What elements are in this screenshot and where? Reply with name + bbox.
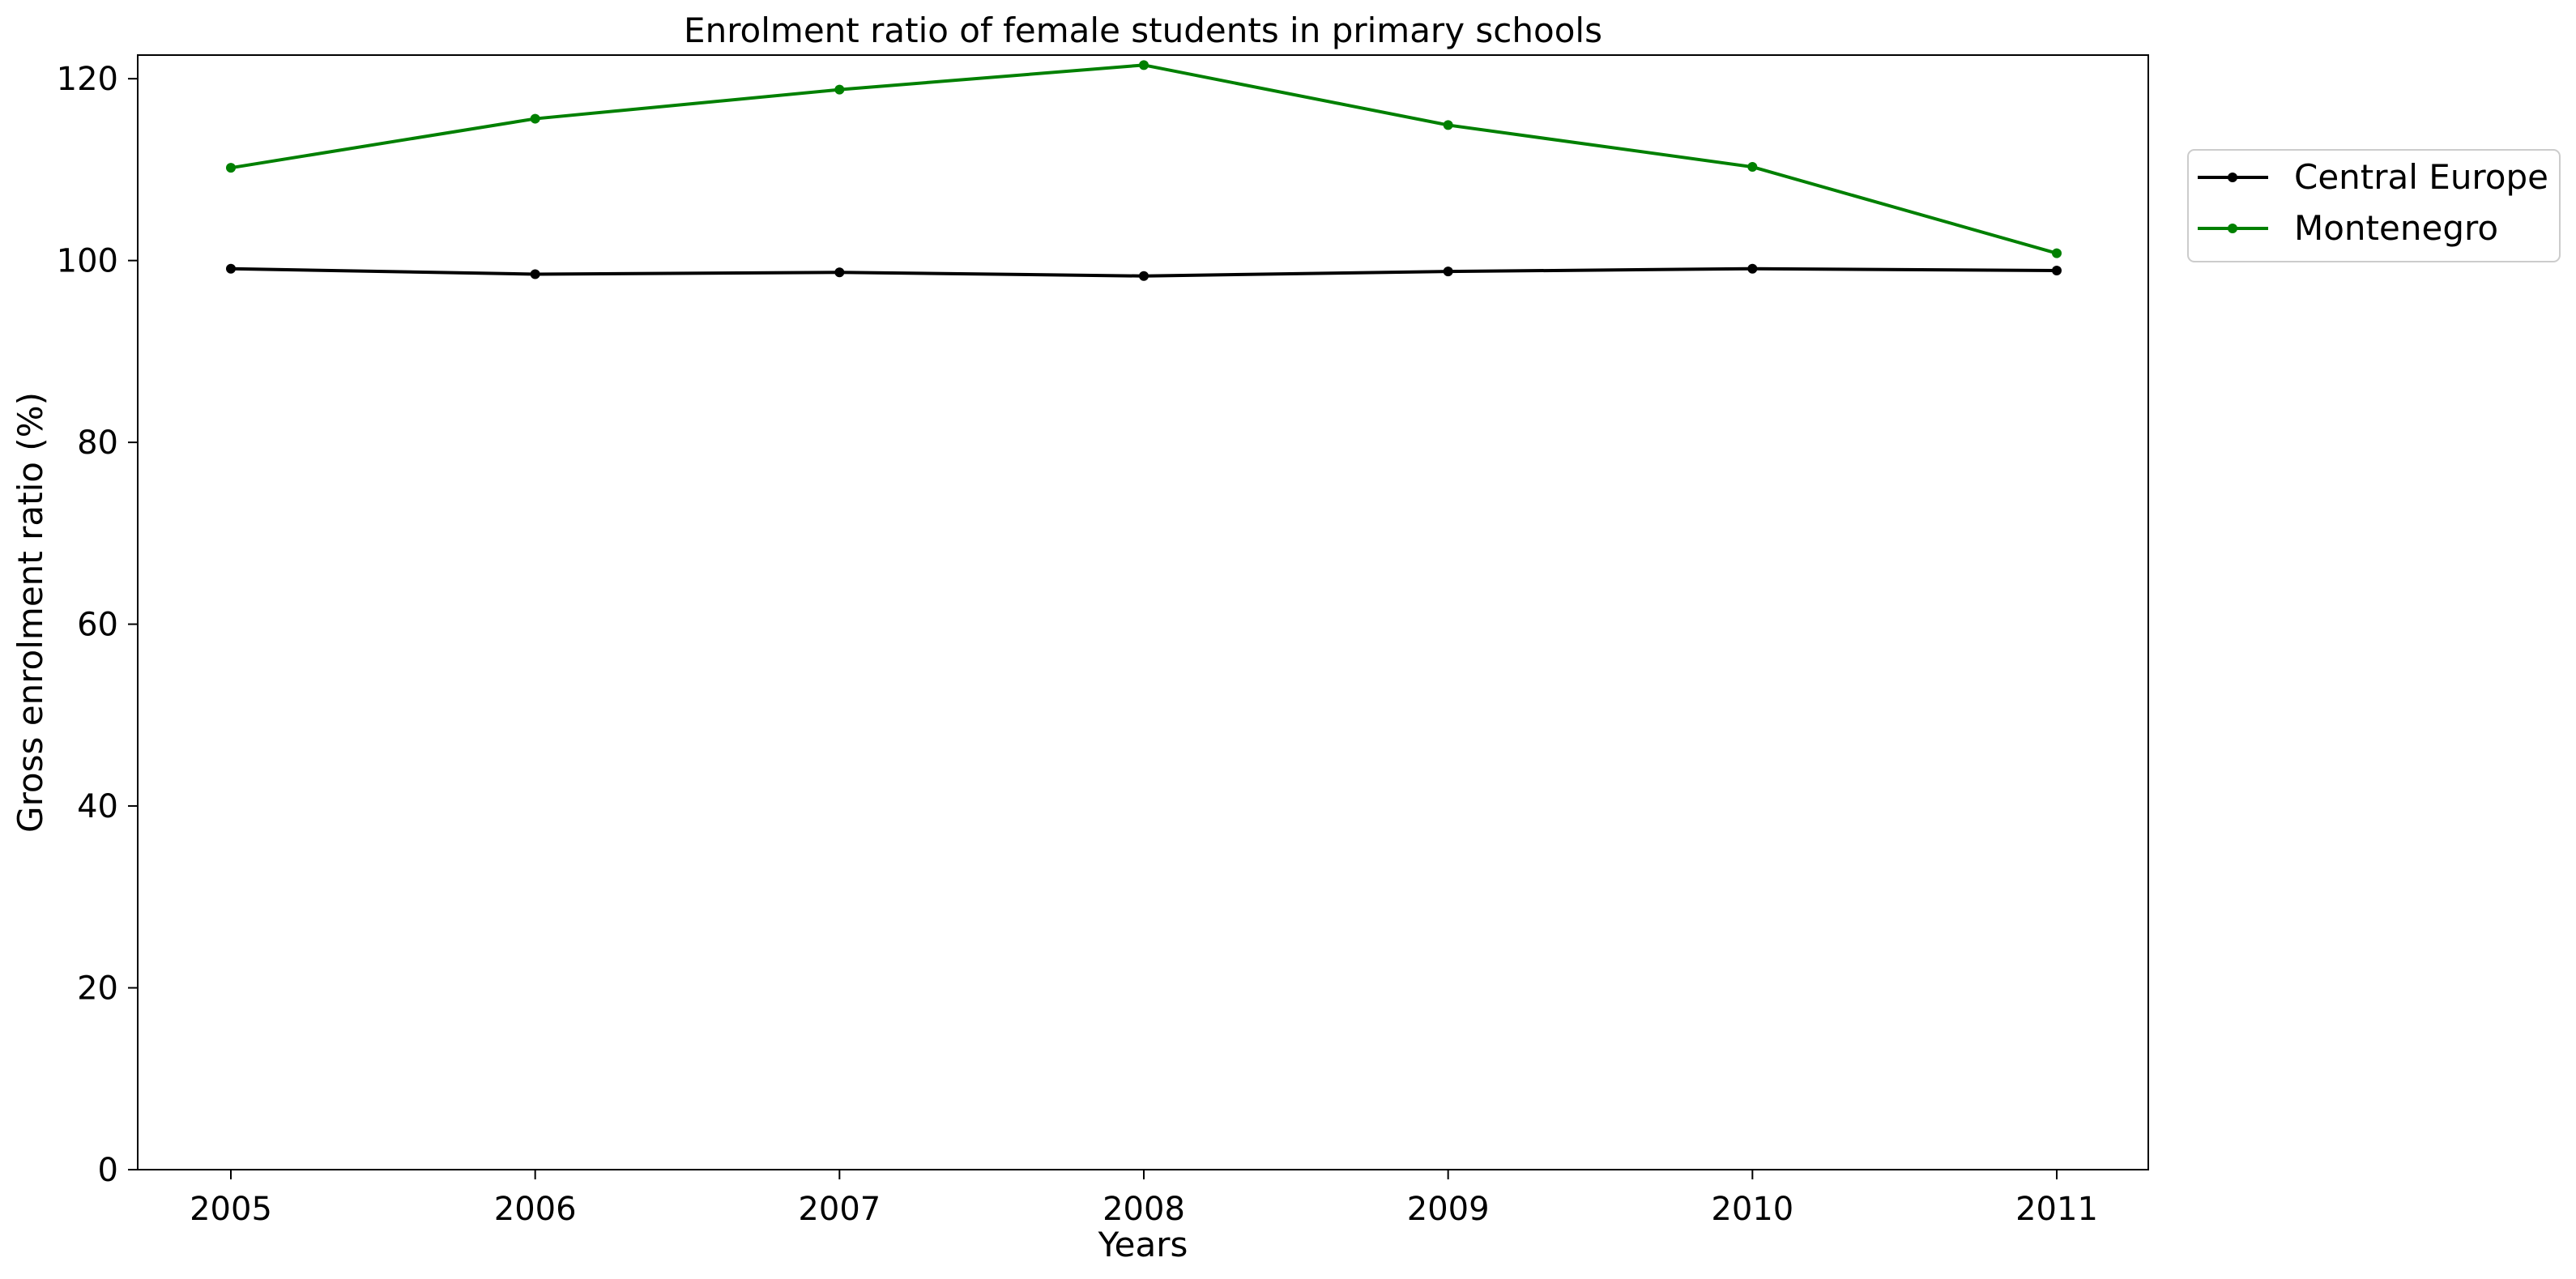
data-point: [1443, 266, 1453, 277]
data-point: [226, 263, 236, 274]
x-tick-label: 2011: [2015, 1191, 2098, 1228]
y-tick-label: 40: [77, 788, 118, 825]
x-tick-label: 2006: [494, 1191, 577, 1228]
data-point: [226, 163, 236, 173]
y-tick-label: 120: [57, 61, 118, 98]
y-tick-label: 20: [77, 970, 118, 1008]
data-point: [530, 269, 540, 279]
data-point: [1139, 60, 1149, 70]
legend-marker: [2228, 173, 2237, 182]
x-tick-label: 2010: [1711, 1191, 1793, 1228]
legend-label: Central Europe: [2294, 157, 2548, 197]
x-tick-label: 2005: [190, 1191, 272, 1228]
x-tick-label: 2009: [1407, 1191, 1490, 1228]
data-point: [530, 113, 540, 124]
y-tick-label: 100: [57, 243, 118, 280]
data-point: [1747, 263, 1758, 274]
legend-marker: [2228, 224, 2237, 233]
y-tick-label: 60: [77, 607, 118, 644]
legend: Central Europe Montenegro: [2187, 149, 2561, 262]
y-axis-ticks: 0 20 40 60 80 100 120: [57, 61, 138, 1189]
data-point: [2052, 265, 2062, 275]
data-point: [1443, 120, 1453, 130]
y-tick-label: 80: [77, 424, 118, 462]
data-point: [1747, 162, 1758, 173]
data-point: [2052, 248, 2062, 258]
chart-title: Enrolment ratio of female students in pr…: [684, 11, 1602, 50]
legend-box: [2187, 149, 2561, 262]
data-point: [1139, 271, 1149, 281]
data-point: [834, 84, 845, 95]
y-axis-title: Gross enrolment ratio (%): [11, 392, 50, 833]
x-tick-label: 2007: [798, 1191, 881, 1228]
data-point: [834, 267, 845, 278]
y-tick-label: 0: [98, 1152, 118, 1189]
plot-area: [137, 54, 2149, 1170]
series-line-1: [230, 63, 2058, 255]
x-axis-title: Years: [1098, 1225, 1188, 1264]
plot-frame: [137, 54, 2149, 1170]
legend-label: Montenegro: [2294, 208, 2498, 248]
x-tick-label: 2008: [1102, 1191, 1185, 1228]
x-axis-ticks: 2005 2006 2007 2008 2009 2010 2011: [190, 1170, 2098, 1228]
